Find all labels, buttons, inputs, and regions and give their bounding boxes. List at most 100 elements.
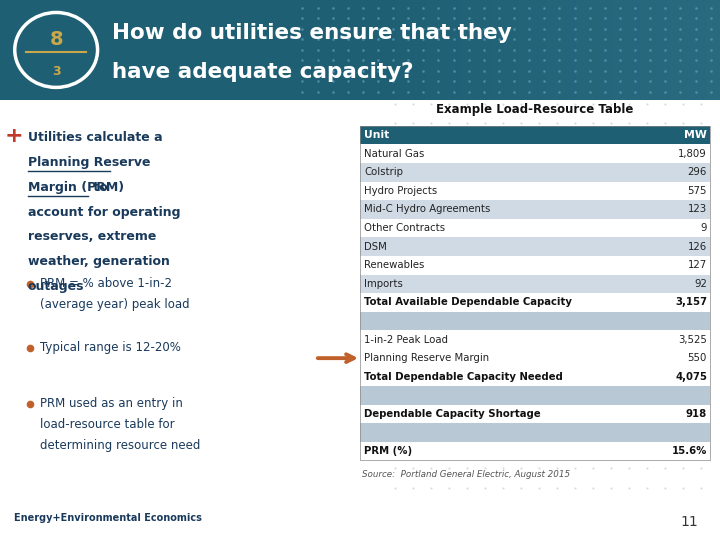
Bar (569, 0, 576, 100)
Text: have adequate capacity?: have adequate capacity? (112, 62, 413, 82)
Text: 4,075: 4,075 (675, 372, 707, 382)
Text: 918: 918 (685, 409, 707, 419)
Bar (655, 0, 662, 100)
Bar (360, 256, 710, 274)
Bar (360, 367, 710, 386)
Text: load-resource table for: load-resource table for (40, 418, 175, 431)
Text: 1,809: 1,809 (678, 148, 707, 159)
Text: Planning Reserve: Planning Reserve (28, 156, 150, 169)
Bar (360, 163, 710, 181)
Bar (526, 0, 533, 100)
Bar (691, 0, 698, 100)
Bar (360, 423, 710, 442)
Text: Natural Gas: Natural Gas (364, 148, 424, 159)
Text: +: + (5, 126, 23, 146)
Text: Example Load-Resource Table: Example Load-Resource Table (436, 103, 634, 117)
Bar (360, 404, 710, 423)
Bar (511, 0, 518, 100)
Bar (374, 0, 382, 100)
Bar (360, 330, 710, 349)
Bar (410, 0, 418, 100)
Bar (626, 0, 634, 100)
Text: determining resource need: determining resource need (40, 438, 200, 451)
Bar (554, 0, 562, 100)
Text: Other Contracts: Other Contracts (364, 223, 445, 233)
Bar (454, 0, 461, 100)
Bar (360, 312, 710, 330)
Bar (360, 126, 710, 460)
Bar (583, 0, 590, 100)
Bar (490, 0, 497, 100)
Bar (619, 0, 626, 100)
Text: account for operating: account for operating (28, 206, 181, 219)
Text: Source:  Portland General Electric, August 2015: Source: Portland General Electric, Augus… (362, 470, 570, 480)
Bar (446, 0, 454, 100)
Bar (540, 0, 547, 100)
Text: Total Available Dependable Capacity: Total Available Dependable Capacity (364, 298, 572, 307)
Text: PRM = % above 1-in-2: PRM = % above 1-in-2 (40, 277, 172, 290)
Text: 126: 126 (688, 242, 707, 252)
Text: How do utilities ensure that they: How do utilities ensure that they (112, 23, 511, 43)
Text: Typical range is 12-20%: Typical range is 12-20% (40, 341, 181, 354)
Text: 3: 3 (52, 65, 60, 78)
Text: Imports: Imports (364, 279, 403, 289)
Text: to: to (89, 181, 108, 194)
Bar (432, 0, 439, 100)
Bar (497, 0, 504, 100)
Bar (576, 0, 583, 100)
Text: 575: 575 (688, 186, 707, 196)
Text: 1-in-2 Peak Load: 1-in-2 Peak Load (364, 335, 448, 345)
Bar (396, 0, 403, 100)
Bar (518, 0, 526, 100)
Bar (504, 0, 511, 100)
Bar (648, 0, 655, 100)
Text: 550: 550 (688, 353, 707, 363)
Bar (677, 0, 684, 100)
Bar (360, 386, 710, 404)
Bar (684, 0, 691, 100)
Bar (360, 442, 710, 460)
Bar (706, 0, 713, 100)
Bar (461, 0, 468, 100)
Text: Unit: Unit (364, 130, 390, 140)
Text: Renewables: Renewables (364, 260, 424, 270)
Bar (439, 0, 446, 100)
Bar (360, 349, 710, 367)
Text: PRM (%): PRM (%) (364, 446, 412, 456)
Bar (418, 0, 425, 100)
Bar (425, 0, 432, 100)
Bar (598, 0, 605, 100)
Bar (533, 0, 540, 100)
Text: Colstrip: Colstrip (364, 167, 403, 177)
Text: 127: 127 (688, 260, 707, 270)
Bar (612, 0, 619, 100)
Bar (468, 0, 475, 100)
Text: Energy+Environmental Economics: Energy+Environmental Economics (14, 512, 202, 523)
Text: 9: 9 (701, 223, 707, 233)
Bar (605, 0, 612, 100)
Bar (547, 0, 554, 100)
Text: 15.6%: 15.6% (672, 446, 707, 456)
Text: (average year) peak load: (average year) peak load (40, 298, 189, 311)
Bar (360, 200, 710, 219)
Bar (670, 0, 677, 100)
Text: weather, generation: weather, generation (28, 255, 170, 268)
Text: PRM used as an entry in: PRM used as an entry in (40, 397, 183, 410)
Bar (360, 293, 710, 312)
Bar (360, 181, 710, 200)
Text: Margin (PRM): Margin (PRM) (28, 181, 124, 194)
Bar (403, 0, 410, 100)
Bar (698, 0, 706, 100)
Text: 3,157: 3,157 (675, 298, 707, 307)
Text: Dependable Capacity Shortage: Dependable Capacity Shortage (364, 409, 541, 419)
Text: 123: 123 (688, 205, 707, 214)
Bar (389, 0, 396, 100)
Bar (662, 0, 670, 100)
Bar (367, 0, 374, 100)
Bar (590, 0, 598, 100)
Bar (360, 145, 710, 163)
Text: DSM: DSM (364, 242, 387, 252)
Bar (360, 238, 710, 256)
Bar (475, 0, 482, 100)
Text: 92: 92 (694, 279, 707, 289)
